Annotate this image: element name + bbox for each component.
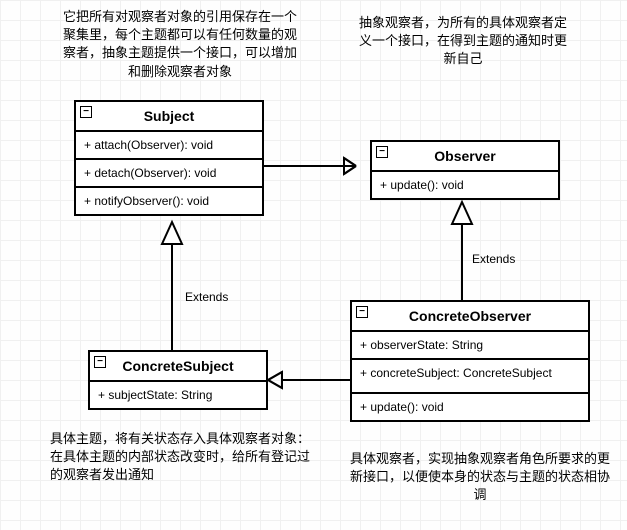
class-subject-name: Subject bbox=[144, 108, 195, 124]
class-concrete-subject-name: ConcreteSubject bbox=[122, 358, 233, 374]
collapse-icon: − bbox=[94, 356, 106, 368]
collapse-icon: − bbox=[356, 306, 368, 318]
class-concrete-observer-method: + update(): void bbox=[352, 392, 588, 420]
edge-concreteobserver-to-concretesubject bbox=[268, 372, 350, 388]
class-observer-title: − Observer bbox=[372, 142, 558, 172]
edge-subject-to-observer bbox=[264, 158, 356, 174]
class-concrete-observer-title: − ConcreteObserver bbox=[352, 302, 588, 332]
edge-concreteobserver-extends-observer bbox=[452, 202, 472, 300]
class-subject-method: + notifyObserver(): void bbox=[76, 186, 262, 214]
class-concrete-observer-field: + observerState: String bbox=[352, 332, 588, 358]
edge-label-extends: Extends bbox=[472, 252, 515, 266]
class-concrete-observer: − ConcreteObserver + observerState: Stri… bbox=[350, 300, 590, 422]
edge-label-extends: Extends bbox=[185, 290, 228, 304]
class-observer-method: + update(): void bbox=[372, 172, 558, 198]
edge-concretesubject-extends-subject bbox=[162, 222, 182, 350]
class-subject: − Subject + attach(Observer): void + det… bbox=[74, 100, 264, 216]
class-subject-method: + detach(Observer): void bbox=[76, 158, 262, 186]
class-observer-name: Observer bbox=[434, 148, 495, 164]
class-observer: − Observer + update(): void bbox=[370, 140, 560, 200]
class-concrete-observer-field: + concreteSubject: ConcreteSubject bbox=[352, 358, 588, 386]
class-subject-method: + attach(Observer): void bbox=[76, 132, 262, 158]
subject-description: 它把所有对观察者对象的引用保存在一个聚集里，每个主题都可以有任何数量的观察者，抽… bbox=[60, 8, 300, 81]
concrete-observer-description: 具体观察者，实现抽象观察者角色所要求的更新接口，以便使本身的状态与主题的状态相协… bbox=[350, 450, 610, 505]
class-concrete-observer-name: ConcreteObserver bbox=[409, 308, 531, 324]
class-subject-title: − Subject bbox=[76, 102, 262, 132]
class-concrete-subject: − ConcreteSubject + subjectState: String bbox=[88, 350, 268, 410]
concrete-subject-description: 具体主题，将有关状态存入具体观察者对象：在具体主题的内部状态改变时，给所有登记过… bbox=[50, 430, 310, 485]
class-concrete-subject-title: − ConcreteSubject bbox=[90, 352, 266, 382]
collapse-icon: − bbox=[80, 106, 92, 118]
collapse-icon: − bbox=[376, 146, 388, 158]
observer-description: 抽象观察者，为所有的具体观察者定义一个接口，在得到主题的通知时更新自己 bbox=[358, 14, 568, 69]
class-concrete-subject-field: + subjectState: String bbox=[90, 382, 266, 408]
